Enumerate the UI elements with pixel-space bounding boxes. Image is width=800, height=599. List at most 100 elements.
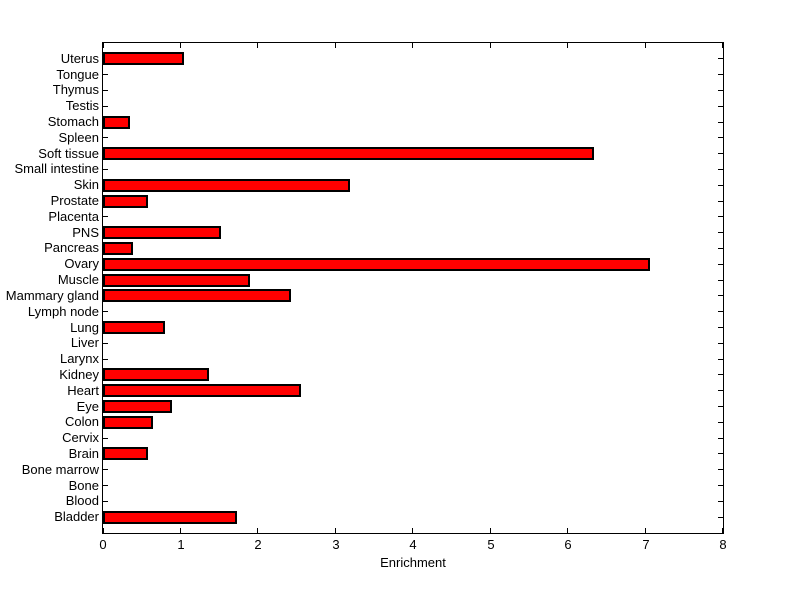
y-tick-right (718, 438, 723, 439)
y-tick-label-testis: Testis (65, 98, 99, 113)
y-tick-left (103, 74, 108, 75)
y-tick-label-blood: Blood (65, 493, 99, 508)
y-tick-label-cervix: Cervix (62, 430, 99, 445)
y-tick-right (718, 122, 723, 123)
x-axis-title: Enrichment (380, 555, 446, 570)
y-tick-right (718, 280, 723, 281)
y-tick-label-bladder: Bladder (54, 509, 99, 524)
y-tick-label-placenta: Placenta (48, 209, 99, 224)
y-tick-label-uterus: Uterus (60, 51, 99, 66)
x-tick-label-8: 8 (719, 537, 727, 552)
y-tick-right (718, 137, 723, 138)
y-tick-right (718, 390, 723, 391)
y-tick-right (718, 153, 723, 154)
y-tick-label-brain: Brain (68, 446, 99, 461)
y-tick-right (718, 232, 723, 233)
plot-area (102, 42, 724, 534)
y-tick-left (103, 469, 108, 470)
y-tick-left (103, 359, 108, 360)
x-tick-top (645, 43, 646, 48)
bar-stomach (103, 116, 130, 129)
y-tick-left (103, 216, 108, 217)
y-tick-label-tongue: Tongue (56, 67, 99, 82)
y-tick-right (718, 327, 723, 328)
y-tick-left (103, 311, 108, 312)
y-tick-label-lung: Lung (70, 320, 99, 335)
x-tick-bottom (490, 528, 491, 533)
x-tick-label-6: 6 (564, 537, 572, 552)
y-tick-right (718, 406, 723, 407)
y-tick-right (718, 517, 723, 518)
y-tick-label-stomach: Stomach (47, 114, 99, 129)
y-tick-label-pancreas: Pancreas (44, 240, 99, 255)
y-tick-right (718, 485, 723, 486)
y-tick-label-lymph-node: Lymph node (27, 304, 99, 319)
x-tick-top (103, 43, 104, 48)
x-tick-top (180, 43, 181, 48)
y-tick-right (718, 216, 723, 217)
y-tick-right (718, 311, 723, 312)
y-tick-right (718, 359, 723, 360)
y-tick-label-liver: Liver (70, 335, 99, 350)
y-tick-right (718, 90, 723, 91)
bar-muscle (103, 274, 250, 287)
y-tick-label-thymus: Thymus (52, 82, 99, 97)
y-tick-right (718, 422, 723, 423)
y-tick-right (718, 469, 723, 470)
x-tick-bottom (180, 528, 181, 533)
x-tick-top (257, 43, 258, 48)
y-tick-left (103, 137, 108, 138)
x-tick-label-0: 0 (99, 537, 107, 552)
x-tick-label-4: 4 (409, 537, 417, 552)
y-tick-right (718, 295, 723, 296)
x-tick-label-5: 5 (487, 537, 495, 552)
bar-uterus (103, 52, 184, 65)
y-tick-right (718, 501, 723, 502)
y-tick-label-soft-tissue: Soft tissue (38, 146, 99, 161)
y-tick-label-skin: Skin (73, 177, 99, 192)
y-tick-left (103, 501, 108, 502)
bar-ovary (103, 258, 650, 271)
bar-eye (103, 400, 172, 413)
x-tick-label-3: 3 (332, 537, 340, 552)
y-tick-right (718, 169, 723, 170)
bar-skin (103, 179, 350, 192)
y-tick-label-bone: Bone (68, 478, 99, 493)
y-tick-left (103, 90, 108, 91)
y-tick-right (718, 58, 723, 59)
bar-heart (103, 384, 301, 397)
bar-colon (103, 416, 153, 429)
x-tick-label-7: 7 (642, 537, 650, 552)
bar-soft-tissue (103, 147, 594, 160)
y-tick-right (718, 248, 723, 249)
x-tick-label-2: 2 (254, 537, 262, 552)
bar-brain (103, 447, 148, 460)
x-tick-top (567, 43, 568, 48)
y-tick-left (103, 106, 108, 107)
y-tick-label-prostate: Prostate (50, 193, 99, 208)
y-tick-label-spleen: Spleen (58, 130, 99, 145)
y-tick-right (718, 74, 723, 75)
y-tick-label-kidney: Kidney (59, 367, 99, 382)
y-tick-label-small-intestine: Small intestine (14, 161, 99, 176)
x-tick-top (412, 43, 413, 48)
y-tick-right (718, 201, 723, 202)
x-tick-bottom (722, 528, 723, 533)
y-tick-label-heart: Heart (67, 383, 99, 398)
x-tick-top (335, 43, 336, 48)
x-tick-bottom (645, 528, 646, 533)
y-tick-right (718, 264, 723, 265)
bar-pancreas (103, 242, 133, 255)
x-tick-bottom (257, 528, 258, 533)
x-tick-bottom (412, 528, 413, 533)
y-tick-left (103, 169, 108, 170)
y-tick-label-bone-marrow: Bone marrow (21, 462, 99, 477)
bar-kidney (103, 368, 209, 381)
y-tick-left (103, 485, 108, 486)
bar-prostate (103, 195, 148, 208)
y-tick-label-eye: Eye (76, 399, 99, 414)
y-tick-label-mammary-gland: Mammary gland (5, 288, 99, 303)
y-tick-label-ovary: Ovary (64, 256, 99, 271)
y-tick-right (718, 453, 723, 454)
